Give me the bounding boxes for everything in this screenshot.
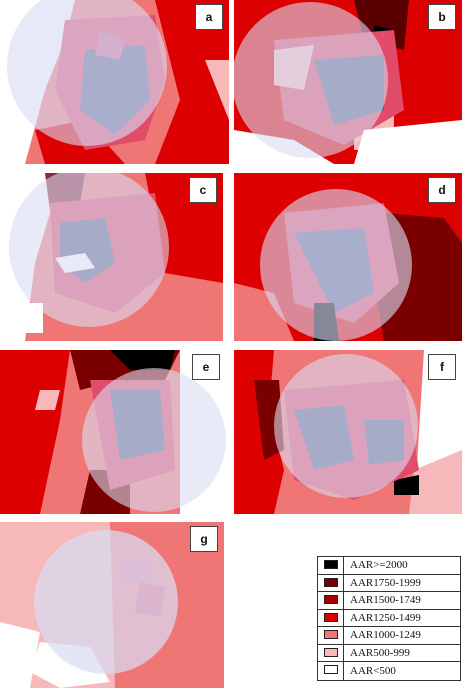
legend-label: AAR500-999	[350, 646, 410, 659]
map-panel-d: d	[234, 173, 462, 341]
panel-label-g: g	[190, 526, 218, 552]
map-panel-f: f	[234, 350, 462, 514]
map-panel-c: c	[5, 173, 223, 341]
map-c	[5, 173, 223, 341]
panel-label-d: d	[428, 177, 456, 203]
legend-label: AAR>=2000	[350, 559, 408, 572]
legend-label: AAR1000-1249	[350, 629, 421, 642]
legend-swatch	[323, 665, 338, 674]
legend-label: AAR1750-1999	[350, 576, 421, 589]
legend-label: AAR<500	[350, 664, 396, 677]
legend-item: AAR1750-1999	[318, 574, 460, 592]
map-f	[234, 350, 462, 514]
legend-swatch	[323, 630, 338, 639]
map-panel-e: e	[0, 350, 226, 514]
legend-swatch	[323, 595, 338, 604]
legend-item: AAR1500-1749	[318, 592, 460, 610]
legend-swatch	[323, 577, 338, 587]
legend-label: AAR1250-1499	[350, 611, 421, 624]
map-panel-g: g	[0, 522, 224, 688]
legend-swatch	[323, 647, 338, 657]
legend-item: AAR<500	[318, 662, 460, 680]
map-d	[234, 173, 462, 341]
legend-item: AAR1000-1249	[318, 627, 460, 645]
legend-item: AAR1250-1499	[318, 609, 460, 627]
panel-label-e: e	[192, 354, 220, 380]
map-g	[0, 522, 224, 688]
map-e	[0, 350, 226, 514]
legend: AAR>=2000 AAR1750-1999 AAR1500-1749 AAR1…	[317, 556, 461, 681]
panel-label-a: a	[195, 4, 223, 30]
panel-label-f: f	[428, 354, 456, 380]
legend-label: AAR1500-1749	[350, 594, 421, 607]
panel-label-b: b	[428, 4, 456, 30]
map-b	[234, 0, 462, 164]
legend-item: AAR500-999	[318, 644, 460, 662]
map-panel-a: a	[5, 0, 229, 164]
panel-label-c: c	[189, 177, 217, 203]
legend-swatch	[323, 560, 338, 569]
map-a	[5, 0, 229, 164]
legend-swatch	[323, 612, 338, 622]
legend-item: AAR>=2000	[318, 557, 460, 575]
map-panel-b: b	[234, 0, 462, 164]
